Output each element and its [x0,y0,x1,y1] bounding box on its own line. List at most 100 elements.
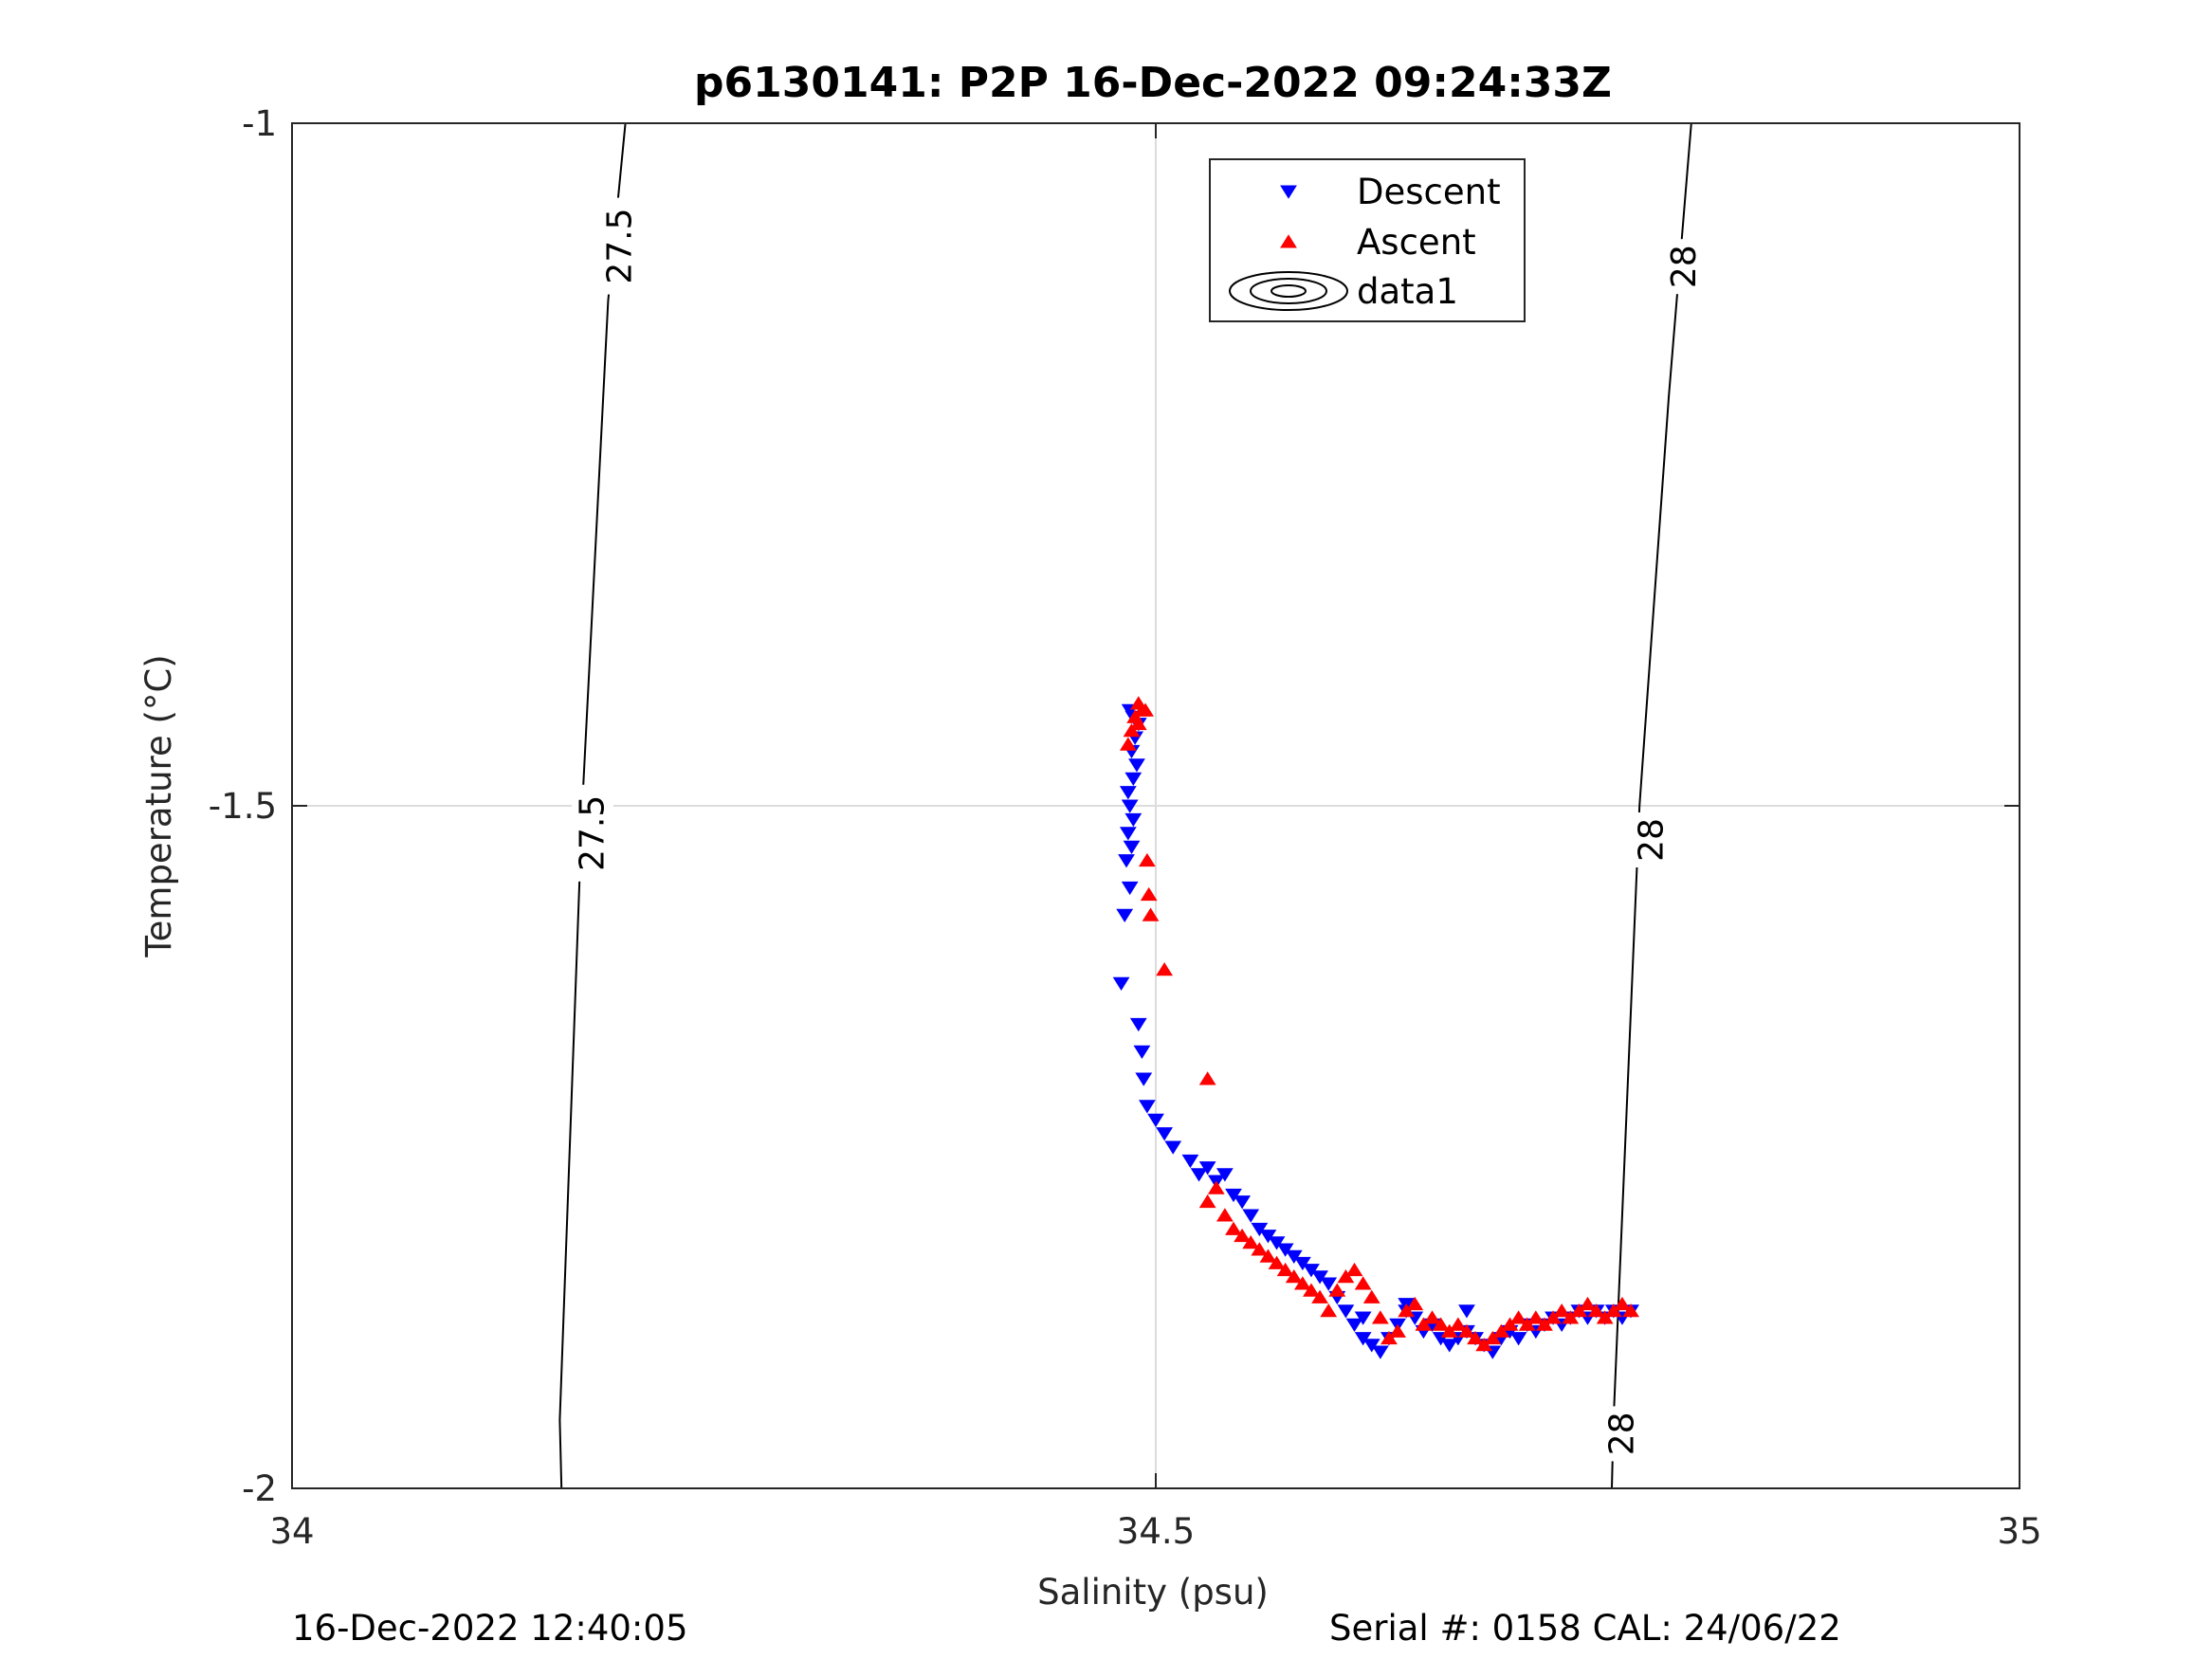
ascent-marker [1579,1296,1597,1311]
descent-marker [1276,1243,1294,1257]
ascent-marker [1303,1283,1320,1297]
descent-marker [1285,1249,1303,1264]
chart-title: p6130141: P2P 16-Dec-2022 09:24:33Z [694,59,1612,107]
descent-marker [1509,1332,1527,1346]
descent-marker [1234,1195,1252,1210]
ascent-marker [1207,1180,1225,1194]
descent-marker [1354,1311,1372,1325]
descent-marker [1293,1256,1311,1271]
ascent-marker [1604,1304,1622,1318]
descent-marker [1116,908,1134,922]
contour-label-gap [599,197,642,295]
ascent-marker [1328,1283,1346,1297]
ascent-marker [1345,1262,1363,1277]
contour-label: 28 [1665,245,1704,288]
ascent-marker [1484,1330,1502,1345]
ascent-marker [1545,1310,1562,1324]
descent-marker [1345,1318,1363,1332]
ascent-marker [1570,1304,1588,1318]
contour-label-gap [572,784,614,882]
ascent-marker [1259,1249,1277,1263]
y-tick-label: -1.5 [209,786,277,827]
ascent-marker [1398,1304,1416,1318]
contour-label: 27.5 [574,795,612,871]
ascent-marker [1371,1310,1389,1324]
ascent-marker [1140,886,1158,902]
ascent-marker [1216,1208,1234,1222]
descent-marker [1119,786,1137,800]
legend-contour-ellipse [1271,284,1307,298]
y-tick-label: -2 [242,1468,277,1509]
ascent-marker [1123,723,1141,738]
descent-marker [1251,1222,1269,1237]
descent-marker [1164,1140,1182,1155]
ascent-marker [1406,1296,1424,1311]
descent-marker [1190,1168,1208,1182]
ascent-marker [1458,1323,1475,1338]
descent-marker [1124,812,1143,828]
descent-marker [1458,1304,1475,1319]
descent-marker [1198,1161,1216,1176]
ascent-marker [1587,1304,1605,1318]
descent-marker [1123,840,1141,854]
ascent-marker [1596,1310,1614,1324]
descent-marker [1268,1236,1286,1250]
descent-marker [1118,854,1135,868]
y-axis-label: Temperature (°C) [138,654,179,957]
ascent-marker [1293,1276,1311,1290]
contour-label: 28 [1632,818,1671,862]
ascent-marker [1415,1317,1433,1331]
ascent-marker [1526,1310,1545,1324]
legend-descent-marker [1280,185,1297,199]
descent-marker [1138,1100,1156,1114]
x-tick-label: 34 [269,1511,314,1552]
ascent-marker [1129,716,1147,731]
descent-marker [1362,1339,1380,1353]
ascent-marker [1276,1262,1294,1277]
descent-marker [1303,1264,1320,1278]
legend-box [1209,158,1526,322]
contour-label-gap [1663,239,1706,295]
descent-marker [1242,1209,1260,1223]
descent-marker [1129,1017,1147,1032]
plot-area: 27.5 27.5 28 28 28 34 34.5 35 -2 -1.5 -1 [209,103,2042,1552]
ascent-marker [1475,1338,1493,1352]
legend-contour-ellipse [1250,278,1327,304]
ascent-marker [1553,1304,1571,1318]
descent-marker [1112,976,1130,991]
descent-marker [1121,881,1139,896]
ascent-marker [1440,1323,1458,1338]
ascent-marker [1389,1323,1406,1338]
descent-marker [1311,1270,1328,1285]
ascent-marker [1234,1228,1252,1243]
footer-serial-cal: Serial #: 0158 CAL: 24/06/22 [1329,1608,1841,1649]
ascent-marker [1242,1235,1260,1249]
descent-marker [1119,827,1137,841]
ascent-marker [1432,1317,1450,1331]
ascent-marker [1268,1255,1286,1269]
descent-marker [1156,1127,1174,1141]
descent-marker [1181,1154,1199,1169]
ascent-marker [1285,1269,1303,1284]
descent-marker [1128,758,1145,773]
ascent-marker [1467,1330,1484,1345]
contour-label-gap [1600,1406,1643,1462]
contour-label: 27.5 [601,209,640,284]
ascent-marker [1449,1317,1467,1331]
descent-marker [1320,1277,1338,1291]
contour-label: 28 [1602,1412,1641,1455]
descent-marker [1259,1230,1277,1244]
descent-marker [1337,1304,1355,1319]
descent-marker [1440,1339,1458,1353]
y-tick-label: -1 [242,103,277,144]
descent-marker [1371,1345,1389,1359]
ascent-marker [1198,1071,1216,1085]
descent-marker [1354,1332,1372,1346]
ascent-marker [1225,1221,1242,1235]
ascent-marker [1492,1323,1510,1338]
ascent-marker [1156,962,1174,976]
descent-marker [1135,1072,1153,1086]
ascent-marker [1614,1296,1631,1311]
ascent-marker [1501,1317,1519,1331]
x-tick-label: 34.5 [1117,1511,1195,1552]
